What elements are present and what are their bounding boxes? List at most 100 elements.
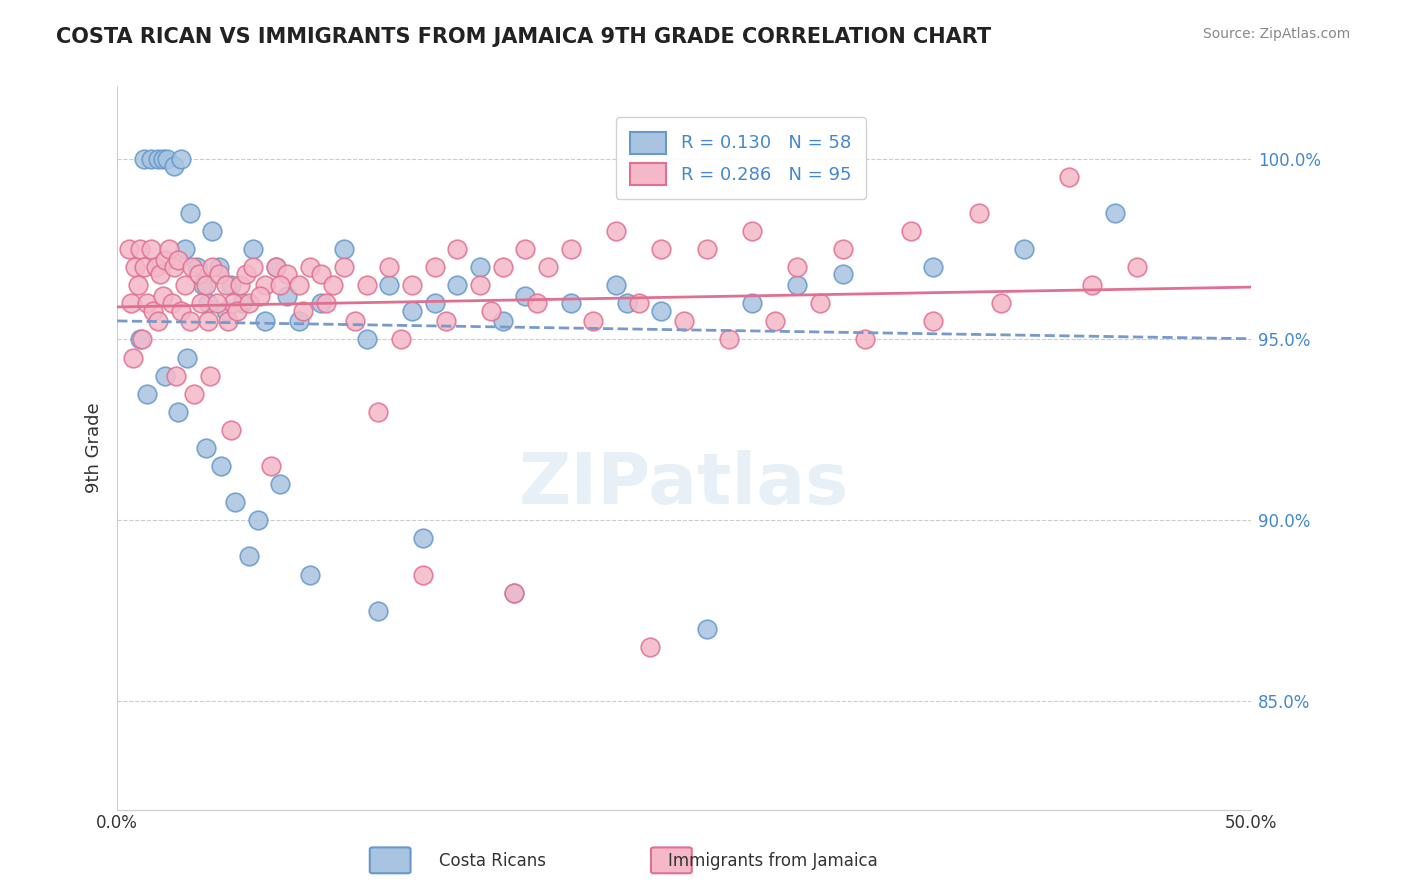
Point <box>194 278 217 293</box>
Point <box>235 268 257 282</box>
Point <box>215 278 238 293</box>
Point <box>605 224 627 238</box>
Point <box>298 567 321 582</box>
Point <box>333 260 356 275</box>
Point <box>367 405 389 419</box>
Point <box>287 314 309 328</box>
Point <box>167 252 190 267</box>
Text: COSTA RICAN VS IMMIGRANTS FROM JAMAICA 9TH GRADE CORRELATION CHART: COSTA RICAN VS IMMIGRANTS FROM JAMAICA 9… <box>56 27 991 46</box>
Point <box>152 152 174 166</box>
Point <box>650 242 672 256</box>
Point <box>242 260 264 275</box>
Point <box>786 278 808 293</box>
Point <box>401 303 423 318</box>
Point <box>253 278 276 293</box>
Point <box>831 268 853 282</box>
Point <box>226 303 249 318</box>
Point <box>1104 206 1126 220</box>
Point <box>160 296 183 310</box>
Point <box>808 296 831 310</box>
FancyBboxPatch shape <box>370 847 411 873</box>
Point <box>134 152 156 166</box>
Point <box>491 314 513 328</box>
Point <box>146 314 169 328</box>
Point <box>468 278 491 293</box>
Point <box>163 159 186 173</box>
Point <box>135 386 157 401</box>
Point <box>446 242 468 256</box>
Point <box>344 314 367 328</box>
Point <box>264 260 287 275</box>
Text: Source: ZipAtlas.com: Source: ZipAtlas.com <box>1202 27 1350 41</box>
Y-axis label: 9th Grade: 9th Grade <box>86 402 103 493</box>
Point <box>1012 242 1035 256</box>
Point <box>515 289 537 303</box>
Point <box>831 242 853 256</box>
Point <box>967 206 990 220</box>
Point <box>134 260 156 275</box>
Point <box>156 152 179 166</box>
Point <box>269 477 291 491</box>
Point <box>152 289 174 303</box>
Point <box>157 242 180 256</box>
Point <box>249 289 271 303</box>
Point <box>412 567 434 582</box>
FancyBboxPatch shape <box>651 847 692 873</box>
Point <box>179 314 201 328</box>
Point <box>124 260 146 275</box>
Point <box>163 260 186 275</box>
Point <box>741 224 763 238</box>
Point <box>627 296 650 310</box>
Point <box>176 351 198 365</box>
Point <box>167 405 190 419</box>
Point <box>224 495 246 509</box>
Point <box>696 242 718 256</box>
Point <box>135 296 157 310</box>
Point <box>149 268 172 282</box>
Point <box>537 260 560 275</box>
Point <box>356 333 378 347</box>
Point <box>222 296 245 310</box>
Point <box>786 260 808 275</box>
Point <box>238 296 260 310</box>
Point <box>378 260 401 275</box>
Point <box>650 303 672 318</box>
Point <box>922 260 945 275</box>
Point <box>201 260 224 275</box>
Point <box>479 303 502 318</box>
Point <box>186 260 208 275</box>
Point <box>605 278 627 293</box>
Point <box>298 260 321 275</box>
Point <box>211 458 233 473</box>
Point <box>219 423 242 437</box>
Point <box>197 314 219 328</box>
Point <box>763 314 786 328</box>
Point <box>990 296 1012 310</box>
Point <box>120 296 142 310</box>
Point <box>515 242 537 256</box>
Point <box>153 368 176 383</box>
Point <box>1081 278 1104 293</box>
Point <box>153 252 176 267</box>
Point <box>169 152 191 166</box>
Point <box>128 242 150 256</box>
Point <box>1126 260 1149 275</box>
Point <box>718 333 741 347</box>
Point <box>276 289 298 303</box>
Point <box>309 268 332 282</box>
Point <box>389 333 412 347</box>
Point <box>179 206 201 220</box>
Point <box>145 260 167 275</box>
Point <box>131 333 153 347</box>
Point <box>198 368 221 383</box>
Point <box>560 296 582 310</box>
Point <box>215 303 238 318</box>
Point <box>246 513 269 527</box>
Point <box>423 260 446 275</box>
Point <box>560 242 582 256</box>
Point <box>260 458 283 473</box>
Point <box>242 242 264 256</box>
Point <box>423 296 446 310</box>
Point <box>333 242 356 256</box>
Point <box>401 278 423 293</box>
